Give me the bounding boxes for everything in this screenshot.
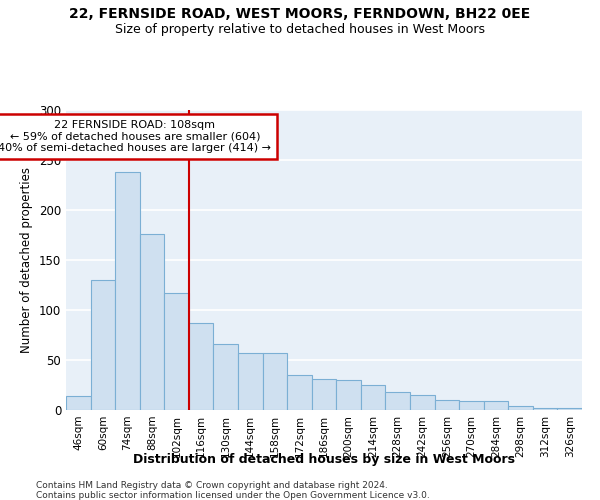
Bar [533, 408, 557, 410]
Text: Distribution of detached houses by size in West Moors: Distribution of detached houses by size … [133, 452, 515, 466]
Y-axis label: Number of detached properties: Number of detached properties [20, 167, 34, 353]
Bar [214, 344, 238, 410]
Bar [164, 293, 189, 410]
Bar [287, 375, 312, 410]
Text: Contains public sector information licensed under the Open Government Licence v3: Contains public sector information licen… [36, 491, 430, 500]
Bar [484, 401, 508, 410]
Bar [91, 280, 115, 410]
Bar [557, 408, 582, 410]
Bar [238, 353, 263, 410]
Bar [336, 380, 361, 410]
Bar [189, 323, 214, 410]
Bar [263, 353, 287, 410]
Bar [361, 385, 385, 410]
Bar [508, 406, 533, 410]
Bar [434, 400, 459, 410]
Text: Contains HM Land Registry data © Crown copyright and database right 2024.: Contains HM Land Registry data © Crown c… [36, 481, 388, 490]
Bar [385, 392, 410, 410]
Bar [115, 172, 140, 410]
Text: 22 FERNSIDE ROAD: 108sqm
← 59% of detached houses are smaller (604)
40% of semi-: 22 FERNSIDE ROAD: 108sqm ← 59% of detach… [0, 120, 271, 153]
Bar [66, 396, 91, 410]
Bar [312, 379, 336, 410]
Text: Size of property relative to detached houses in West Moors: Size of property relative to detached ho… [115, 22, 485, 36]
Bar [459, 401, 484, 410]
Bar [410, 395, 434, 410]
Bar [140, 234, 164, 410]
Text: 22, FERNSIDE ROAD, WEST MOORS, FERNDOWN, BH22 0EE: 22, FERNSIDE ROAD, WEST MOORS, FERNDOWN,… [70, 8, 530, 22]
